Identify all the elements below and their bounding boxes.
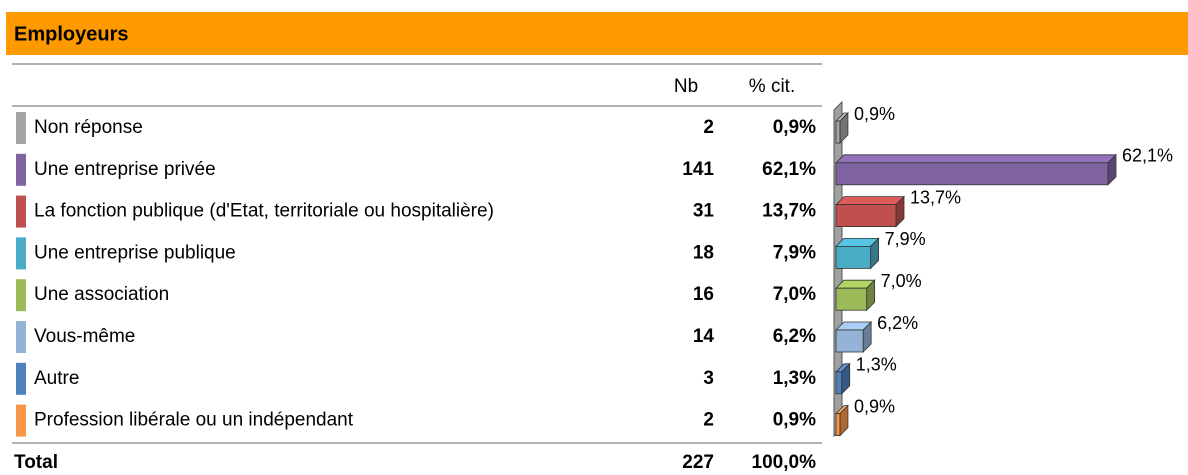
bar [835, 329, 864, 353]
row-label: Une entreprise publique [34, 242, 236, 263]
header-bar [6, 12, 1188, 55]
bar-label: 7,9% [885, 229, 926, 249]
bar [835, 162, 1109, 186]
row-pct: 0,9% [773, 410, 816, 431]
row-label: Une entreprise privée [34, 159, 216, 180]
bar-label: 62,1% [1122, 146, 1173, 166]
row-nb: 14 [693, 326, 715, 347]
color-swatch [16, 279, 26, 312]
bar-top [835, 196, 905, 206]
bar-top [835, 154, 1117, 164]
bar [835, 371, 843, 395]
bar-label: 0,9% [854, 396, 895, 416]
row-label: La fonction publique (d'Etat, territoria… [34, 201, 494, 222]
bar-label: 7,0% [881, 271, 922, 291]
bar [835, 204, 897, 228]
row-nb: 18 [693, 242, 714, 263]
color-swatch [16, 237, 26, 270]
row-pct: 7,9% [773, 242, 816, 263]
color-swatch [16, 195, 26, 228]
row-pct: 13,7% [762, 201, 816, 222]
row-label: Une association [34, 284, 169, 305]
bar [835, 245, 872, 269]
row-nb: 141 [682, 159, 714, 180]
bar-label: 13,7% [910, 187, 961, 207]
total-label: Total [14, 452, 58, 473]
total-pct: 100,0% [752, 452, 817, 473]
color-swatch [16, 362, 26, 395]
row-label: Non réponse [34, 117, 143, 138]
bar [835, 287, 868, 311]
row-pct: 6,2% [773, 326, 816, 347]
color-swatch [16, 404, 26, 437]
row-label: Autre [34, 368, 79, 389]
title: Employeurs [14, 23, 128, 45]
bar-label: 6,2% [877, 313, 918, 333]
row-nb: 16 [693, 284, 714, 305]
color-swatch [16, 112, 26, 144]
row-pct: 62,1% [762, 159, 816, 180]
bar [835, 120, 841, 144]
row-nb: 31 [693, 201, 715, 222]
row-label: Profession libérale ou un indépendant [34, 410, 354, 431]
row-pct: 1,3% [773, 368, 816, 389]
bar-label: 0,9% [854, 104, 895, 124]
row-pct: 0,9% [773, 117, 816, 138]
row-nb: 3 [703, 368, 714, 389]
row-nb: 2 [703, 410, 714, 431]
bar [835, 413, 841, 437]
column-header: % cit. [749, 76, 795, 97]
color-swatch [16, 153, 26, 186]
color-swatch [16, 321, 26, 353]
row-pct: 7,0% [773, 284, 816, 305]
total-nb: 227 [682, 452, 714, 473]
row-nb: 2 [703, 117, 714, 138]
row-label: Vous-même [34, 326, 135, 347]
bar-label: 1,3% [856, 355, 897, 375]
column-header: Nb [674, 76, 698, 97]
